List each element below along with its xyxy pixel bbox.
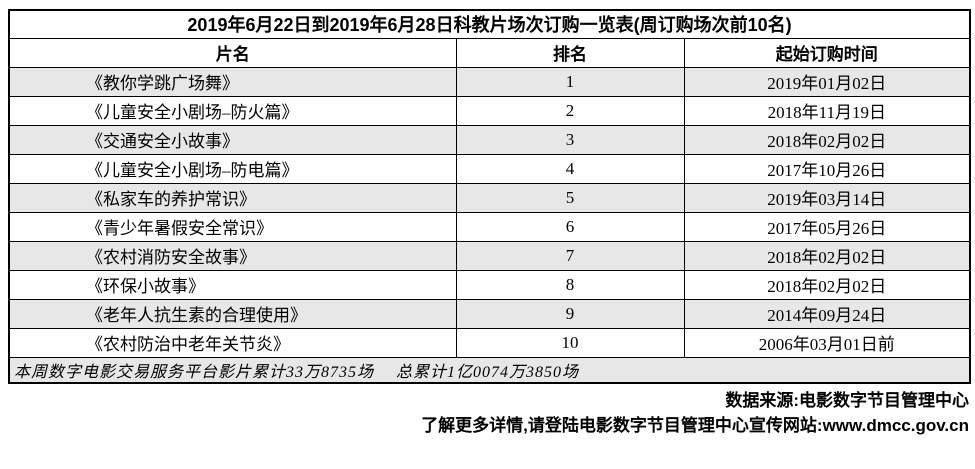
start-date-cell: 2006年03月01日前	[683, 327, 971, 358]
table-body: 《教你学跳广场舞》 1 2019年01月02日 《儿童安全小剧场–防火篇》 2 2018年…	[8, 66, 971, 358]
rank-cell: 7	[455, 240, 685, 271]
film-title-cell: 《农村防治中老年关节炎》	[8, 327, 457, 358]
film-title-cell: 《青少年暑假安全常识》	[8, 211, 457, 242]
table-row: 《交通安全小故事》 3 2018年02月02日	[8, 124, 971, 155]
rank-cell: 1	[455, 66, 685, 97]
col-header-start-date: 起始订购时间	[683, 37, 971, 68]
table-title-row: 2019年6月22日到2019年6月28日科教片场次订购一览表(周订购场次前10…	[8, 9, 971, 39]
data-source-line: 数据来源:电影数字节目管理中心	[725, 390, 969, 410]
start-date-cell: 2018年11月19日	[683, 95, 971, 126]
table-header-row: 片名 排名 起始订购时间	[8, 37, 971, 68]
start-date-cell: 2019年01月02日	[683, 66, 971, 97]
table-title: 2019年6月22日到2019年6月28日科教片场次订购一览表(周订购场次前10…	[8, 9, 971, 39]
start-date-cell: 2019年03月14日	[683, 182, 971, 213]
rank-cell: 10	[455, 327, 685, 358]
table-row: 《青少年暑假安全常识》 6 2017年05月26日	[8, 211, 971, 242]
col-header-rank: 排名	[455, 37, 685, 68]
start-date-cell: 2014年09月24日	[683, 298, 971, 329]
table-row: 《私家车的养护常识》 5 2019年03月14日	[8, 182, 971, 213]
film-title-cell: 《农村消防安全故事》	[8, 240, 457, 271]
page: 2019年6月22日到2019年6月28日科教片场次订购一览表(周订购场次前10…	[0, 9, 975, 469]
film-title-cell: 《儿童安全小剧场–防电篇》	[8, 153, 457, 184]
film-title-cell: 《教你学跳广场舞》	[8, 66, 457, 97]
start-date-cell: 2018年02月02日	[683, 124, 971, 155]
start-date-cell: 2017年10月26日	[683, 153, 971, 184]
table-row: 《儿童安全小剧场–防火篇》 2 2018年11月19日	[8, 95, 971, 126]
table-row: 《儿童安全小剧场–防电篇》 4 2017年10月26日	[8, 153, 971, 184]
table-row: 《农村消防安全故事》 7 2018年02月02日	[8, 240, 971, 271]
table-row: 《老年人抗生素的合理使用》 9 2014年09月24日	[8, 298, 971, 329]
film-title-cell: 《儿童安全小剧场–防火篇》	[8, 95, 457, 126]
table-row: 《农村防治中老年关节炎》 10 2006年03月01日前	[8, 327, 971, 358]
schedule-table: 2019年6月22日到2019年6月28日科教片场次订购一览表(周订购场次前10…	[8, 9, 972, 384]
film-title-cell: 《环保小故事》	[8, 269, 457, 300]
rank-cell: 2	[455, 95, 685, 126]
film-title-cell: 《交通安全小故事》	[8, 124, 457, 155]
rank-cell: 4	[455, 153, 685, 184]
rank-cell: 9	[455, 298, 685, 329]
start-date-cell: 2017年05月26日	[683, 211, 971, 242]
film-title-cell: 《私家车的养护常识》	[8, 182, 457, 213]
table-row: 《环保小故事》 8 2018年02月02日	[8, 269, 971, 300]
start-date-cell: 2018年02月02日	[683, 240, 971, 271]
rank-cell: 5	[455, 182, 685, 213]
rank-cell: 6	[455, 211, 685, 242]
summary-text: 本周数字电影交易服务平台影片累计33万8735场 总累计1亿0074万3850场	[8, 356, 971, 383]
start-date-cell: 2018年02月02日	[683, 269, 971, 300]
film-title-cell: 《老年人抗生素的合理使用》	[8, 298, 457, 329]
rank-cell: 3	[455, 124, 685, 155]
rank-cell: 8	[455, 269, 685, 300]
summary-row: 本周数字电影交易服务平台影片累计33万8735场 总累计1亿0074万3850场	[8, 356, 971, 383]
footer-notes: 数据来源:电影数字节目管理中心 了解更多详情,请登陆电影数字节目管理中心宣传网站…	[0, 388, 969, 438]
more-info-line: 了解更多详情,请登陆电影数字节目管理中心宣传网站:www.dmcc.gov.cn	[421, 415, 969, 435]
table-row: 《教你学跳广场舞》 1 2019年01月02日	[8, 66, 971, 97]
col-header-film-title: 片名	[8, 37, 457, 68]
